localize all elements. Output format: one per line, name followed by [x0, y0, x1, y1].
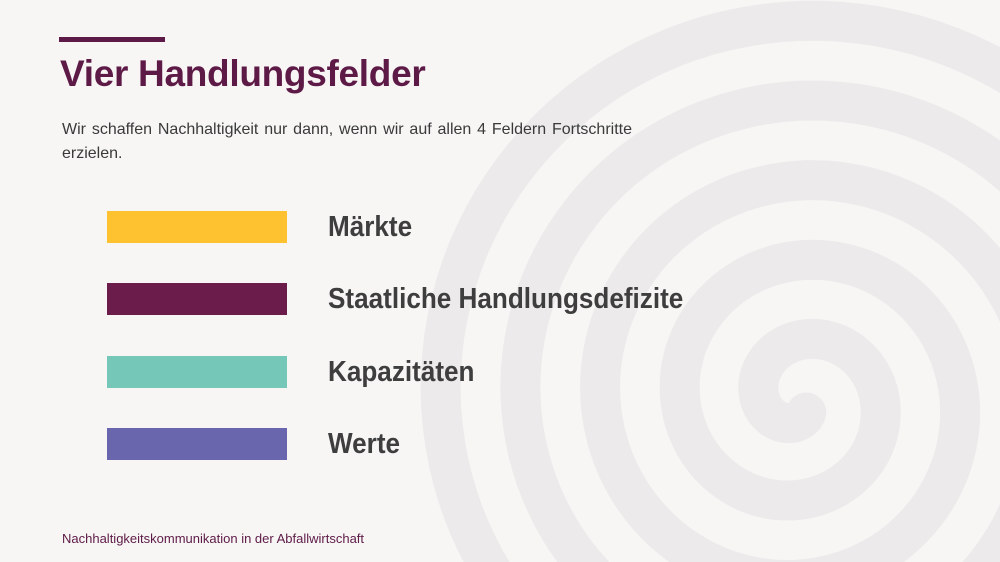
- field-color-bar: [107, 283, 287, 315]
- spiral-path: [420, 0, 1000, 562]
- slide-title: Vier Handlungsfelder: [60, 53, 426, 94]
- field-row-werte: Werte: [107, 428, 408, 460]
- slide-subtitle: Wir schaffen Nachhaltigkeit nur dann, we…: [62, 121, 632, 162]
- title-accent-line: [59, 37, 165, 42]
- footer-text: Nachhaltigkeitskommunikation in der Abfa…: [62, 531, 365, 546]
- field-label: Kapazitäten: [328, 355, 475, 388]
- field-row-kapazitaeten: Kapazitäten: [107, 356, 491, 388]
- field-label: Werte: [328, 427, 401, 460]
- field-row-staatliche-handlungsdefizite: Staatliche Handlungsdefizite: [107, 283, 723, 315]
- field-color-bar: [107, 428, 287, 460]
- field-color-bar: [107, 356, 287, 388]
- field-label: Märkte: [328, 210, 413, 243]
- field-row-maerkte: Märkte: [107, 211, 422, 243]
- field-color-bar: [107, 211, 287, 243]
- field-label: Staatliche Handlungsdefizite: [328, 282, 684, 315]
